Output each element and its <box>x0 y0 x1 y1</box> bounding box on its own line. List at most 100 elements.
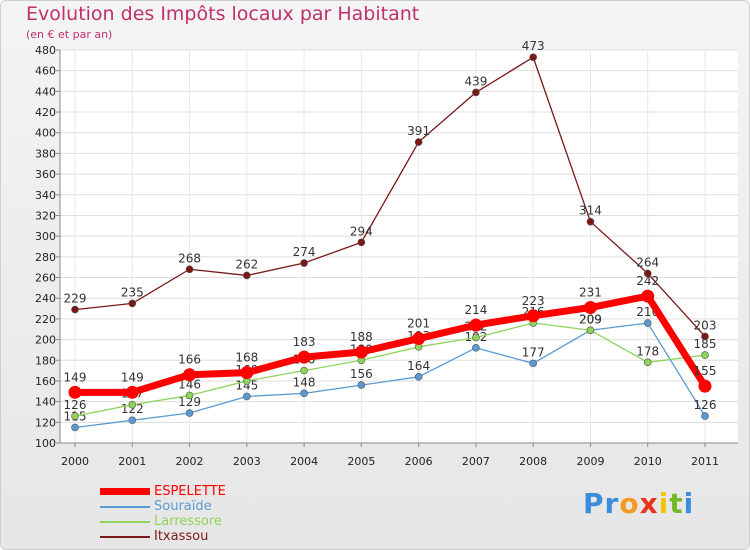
data-point-itxassou <box>414 138 423 146</box>
data-label-itxassou: 314 <box>579 204 602 218</box>
series-line-espelette <box>75 292 708 396</box>
logo-letter: P <box>583 487 605 520</box>
data-label-itxassou: 203 <box>694 318 717 332</box>
x-tick-label: 2008 <box>519 455 547 468</box>
data-point-itxassou <box>243 271 251 280</box>
chart-subtitle: (en € et par an) <box>26 28 113 41</box>
y-tick-label: 300 <box>35 230 56 243</box>
data-label-soura-de: 126 <box>694 398 717 412</box>
data-label-espelette: 149 <box>64 370 87 384</box>
data-point-larressore <box>586 326 595 335</box>
data-point-espelette <box>240 366 254 380</box>
legend-swatch-soura-de <box>100 506 150 508</box>
data-point-itxassou <box>643 269 652 278</box>
data-point-itxassou <box>586 217 595 226</box>
data-point-espelette <box>297 350 311 364</box>
y-tick-label: 320 <box>35 209 56 222</box>
data-point-itxassou <box>71 305 79 314</box>
x-tick-label: 2010 <box>634 455 662 468</box>
legend-label-larressore: Larressore <box>154 514 222 529</box>
data-label-larressore: 126 <box>64 398 87 412</box>
x-tick-label: 2007 <box>462 455 490 468</box>
data-label-itxassou: 264 <box>636 255 659 269</box>
y-tick-label: 420 <box>35 106 56 119</box>
data-label-soura-de: 209 <box>579 312 602 326</box>
logo-letter: i <box>658 487 670 520</box>
data-label-espelette: 214 <box>464 303 487 317</box>
proxiti-logo: Proxiti <box>583 487 694 520</box>
legend-item-soura-de: Souraïde <box>100 499 300 514</box>
data-label-soura-de: 129 <box>178 395 201 409</box>
logo-letter: o <box>619 487 640 520</box>
data-point-larressore <box>643 358 652 367</box>
data-label-espelette: 188 <box>350 330 373 344</box>
x-tick-label: 2004 <box>290 455 318 468</box>
data-label-itxassou: 268 <box>178 251 201 265</box>
data-point-soura-de <box>300 389 308 398</box>
data-point-espelette <box>698 379 712 393</box>
y-tick-label: 180 <box>35 354 56 367</box>
legend-label-espelette: ESPELETTE <box>154 484 226 499</box>
data-label-espelette: 149 <box>121 370 144 384</box>
data-point-espelette <box>354 345 368 359</box>
data-label-soura-de: 164 <box>407 359 430 373</box>
legend-swatch-larressore <box>100 521 150 523</box>
y-tick-label: 140 <box>35 396 56 409</box>
legend-label-soura-de: Souraïde <box>154 499 212 514</box>
data-point-soura-de <box>185 409 194 417</box>
y-tick-label: 100 <box>35 437 56 450</box>
y-tick-label: 200 <box>35 334 56 347</box>
data-point-soura-de <box>529 359 537 368</box>
y-tick-label: 260 <box>35 272 56 285</box>
y-tick-label: 400 <box>35 127 56 140</box>
y-tick-label: 160 <box>35 375 56 388</box>
data-point-espelette <box>469 318 483 332</box>
line-chart: 100 120 140 160 180 200 220 240 260 280 300 320 340 3… <box>35 39 738 468</box>
data-label-itxassou: 294 <box>350 224 373 238</box>
y-tick-label: 440 <box>35 85 56 98</box>
data-point-espelette <box>583 301 597 315</box>
legend-swatch-espelette <box>100 488 150 495</box>
data-label-soura-de: 177 <box>522 345 545 359</box>
data-point-itxassou <box>357 238 366 247</box>
x-tick-label: 2001 <box>118 455 146 468</box>
data-label-espelette: 155 <box>694 364 717 378</box>
data-point-soura-de <box>414 373 423 381</box>
data-label-larressore: 209 <box>579 312 602 326</box>
data-label-espelette: 231 <box>579 286 602 300</box>
data-point-larressore <box>472 333 480 342</box>
y-tick-label: 460 <box>35 65 56 78</box>
chart-title: Evolution des Impôts locaux par Habitant <box>26 3 420 25</box>
data-point-soura-de <box>643 319 652 327</box>
data-point-espelette <box>68 385 82 399</box>
data-point-itxassou <box>300 259 308 267</box>
data-label-soura-de: 156 <box>350 367 373 381</box>
data-point-larressore <box>128 400 137 409</box>
data-label-itxassou: 274 <box>293 245 316 259</box>
y-tick-label: 380 <box>35 147 56 160</box>
data-point-espelette <box>526 309 540 323</box>
data-label-espelette: 201 <box>407 317 430 331</box>
data-label-espelette: 166 <box>178 353 201 367</box>
data-label-soura-de: 148 <box>293 375 316 389</box>
data-label-larressore: 185 <box>694 337 717 351</box>
x-tick-label: 2009 <box>576 455 604 468</box>
x-tick-label: 2002 <box>176 455 204 468</box>
data-point-itxassou <box>185 265 194 274</box>
data-point-larressore <box>701 351 709 359</box>
data-point-itxassou <box>128 299 137 308</box>
series-line-larressore <box>74 322 706 417</box>
data-label-itxassou: 262 <box>235 257 258 271</box>
series-line-itxassou <box>74 56 706 337</box>
logo-letter: x <box>639 487 659 520</box>
data-point-itxassou <box>701 332 709 341</box>
data-point-itxassou <box>529 53 537 62</box>
y-tick-label: 480 <box>35 44 56 57</box>
data-point-soura-de <box>71 423 79 432</box>
data-point-soura-de <box>243 392 251 401</box>
data-label-itxassou: 439 <box>464 74 487 88</box>
data-label-itxassou: 235 <box>121 285 144 299</box>
data-point-soura-de <box>472 344 480 352</box>
x-tick-label: 2003 <box>233 455 261 468</box>
y-tick-label: 360 <box>35 168 56 181</box>
